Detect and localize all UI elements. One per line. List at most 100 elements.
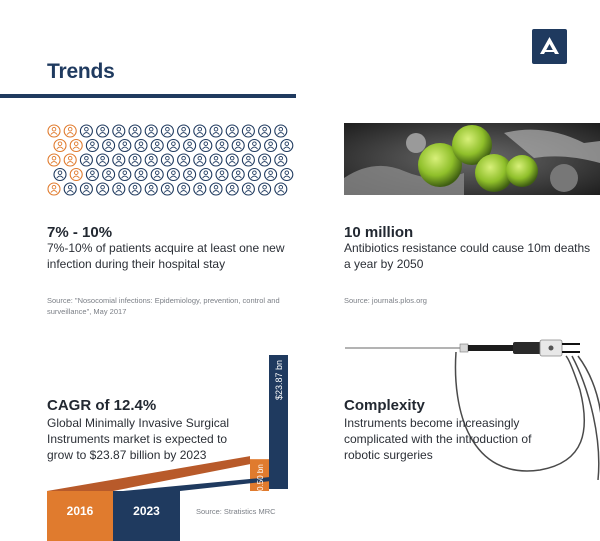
bacteria-photo <box>344 123 600 195</box>
person-icon <box>231 138 245 153</box>
person-icon <box>258 182 272 196</box>
person-icon <box>264 138 278 153</box>
chevron-up-logo-icon <box>532 29 567 64</box>
value-column-2023 <box>269 355 288 489</box>
person-icon <box>47 182 61 196</box>
person-icon <box>96 124 110 138</box>
person-icon <box>79 124 93 138</box>
person-icon <box>134 138 148 153</box>
cagr-headline: CAGR of 12.4% <box>47 397 157 414</box>
person-icon <box>280 167 294 182</box>
person-icon <box>225 124 239 138</box>
person-icon <box>274 182 288 196</box>
person-icon <box>247 138 261 153</box>
person-icon <box>258 153 272 167</box>
infection-rate-source: Source: "Nosocomial infections: Epidemio… <box>47 296 280 316</box>
title-underline <box>0 94 296 98</box>
person-icon <box>209 153 223 167</box>
cagr-source: Source: Stratistics MRC <box>196 507 276 516</box>
person-icon <box>241 153 255 167</box>
person-icon <box>53 138 67 153</box>
person-icon <box>85 138 99 153</box>
person-icon <box>47 153 61 167</box>
person-icon <box>112 182 126 196</box>
person-icon <box>193 124 207 138</box>
page-title: Trends <box>47 60 115 83</box>
person-icon <box>112 124 126 138</box>
person-icon <box>144 153 158 167</box>
person-icon <box>102 167 116 182</box>
person-icon <box>225 153 239 167</box>
person-icon <box>128 182 142 196</box>
person-icon <box>69 138 83 153</box>
value-column-2016 <box>250 459 269 491</box>
person-icon <box>274 124 288 138</box>
person-icon <box>193 182 207 196</box>
person-icon <box>53 167 67 182</box>
person-icon <box>177 153 191 167</box>
resistance-description: Antibiotics resistance could cause 10m d… <box>344 241 591 271</box>
person-icon <box>199 167 213 182</box>
person-icon <box>209 182 223 196</box>
person-icon <box>128 153 142 167</box>
person-icon <box>160 153 174 167</box>
person-icon <box>118 138 132 153</box>
person-icon <box>231 167 245 182</box>
person-icon <box>274 153 288 167</box>
person-icon <box>134 167 148 182</box>
person-icon <box>280 138 294 153</box>
person-icon <box>160 182 174 196</box>
bar-2016 <box>47 491 113 541</box>
infection-rate-headline: 7% - 10% <box>47 224 113 241</box>
person-icon <box>144 182 158 196</box>
value-label-2016: $10.50 bn <box>256 464 265 500</box>
person-icon <box>102 138 116 153</box>
person-icon <box>47 124 61 138</box>
person-icon <box>209 124 223 138</box>
person-icon <box>183 138 197 153</box>
person-icon <box>63 182 77 196</box>
person-icon <box>79 153 93 167</box>
person-icon <box>183 167 197 182</box>
complexity-headline: Complexity <box>344 397 425 414</box>
person-icon <box>96 182 110 196</box>
person-icon <box>85 167 99 182</box>
category-label-2016: 2016 <box>67 504 94 518</box>
person-icon <box>258 124 272 138</box>
person-icon <box>166 167 180 182</box>
category-label-2023: 2023 <box>133 504 160 518</box>
person-icon <box>150 138 164 153</box>
resistance-headline: 10 million <box>344 224 414 241</box>
person-icon <box>160 124 174 138</box>
people-grid-icon <box>47 124 294 196</box>
complexity-description: Instruments become increasingly complica… <box>344 416 532 462</box>
person-icon <box>215 138 229 153</box>
surgical-instrument-icon <box>345 339 600 480</box>
person-icon <box>63 124 77 138</box>
person-icon <box>112 153 126 167</box>
person-icon <box>69 167 83 182</box>
person-icon <box>193 153 207 167</box>
bar-2023 <box>113 491 180 541</box>
person-icon <box>63 153 77 167</box>
person-icon <box>199 138 213 153</box>
person-icon <box>241 124 255 138</box>
person-icon <box>144 124 158 138</box>
person-icon <box>247 167 261 182</box>
person-icon <box>79 182 93 196</box>
person-icon <box>118 167 132 182</box>
person-icon <box>215 167 229 182</box>
market-growth-chart: 2016 2023 $10.50 bn $23.87 bn <box>47 355 288 541</box>
value-label-2023: $23.87 bn <box>274 360 284 400</box>
resistance-source: Source: journals.plos.org <box>344 296 427 305</box>
person-icon <box>177 124 191 138</box>
person-icon <box>96 153 110 167</box>
person-icon <box>225 182 239 196</box>
cagr-description: Global Minimally Invasive Surgical Instr… <box>47 416 230 462</box>
person-icon <box>150 167 164 182</box>
ribbon-2016 <box>47 456 250 491</box>
person-icon <box>166 138 180 153</box>
person-icon <box>128 124 142 138</box>
person-icon <box>264 167 278 182</box>
person-icon <box>177 182 191 196</box>
